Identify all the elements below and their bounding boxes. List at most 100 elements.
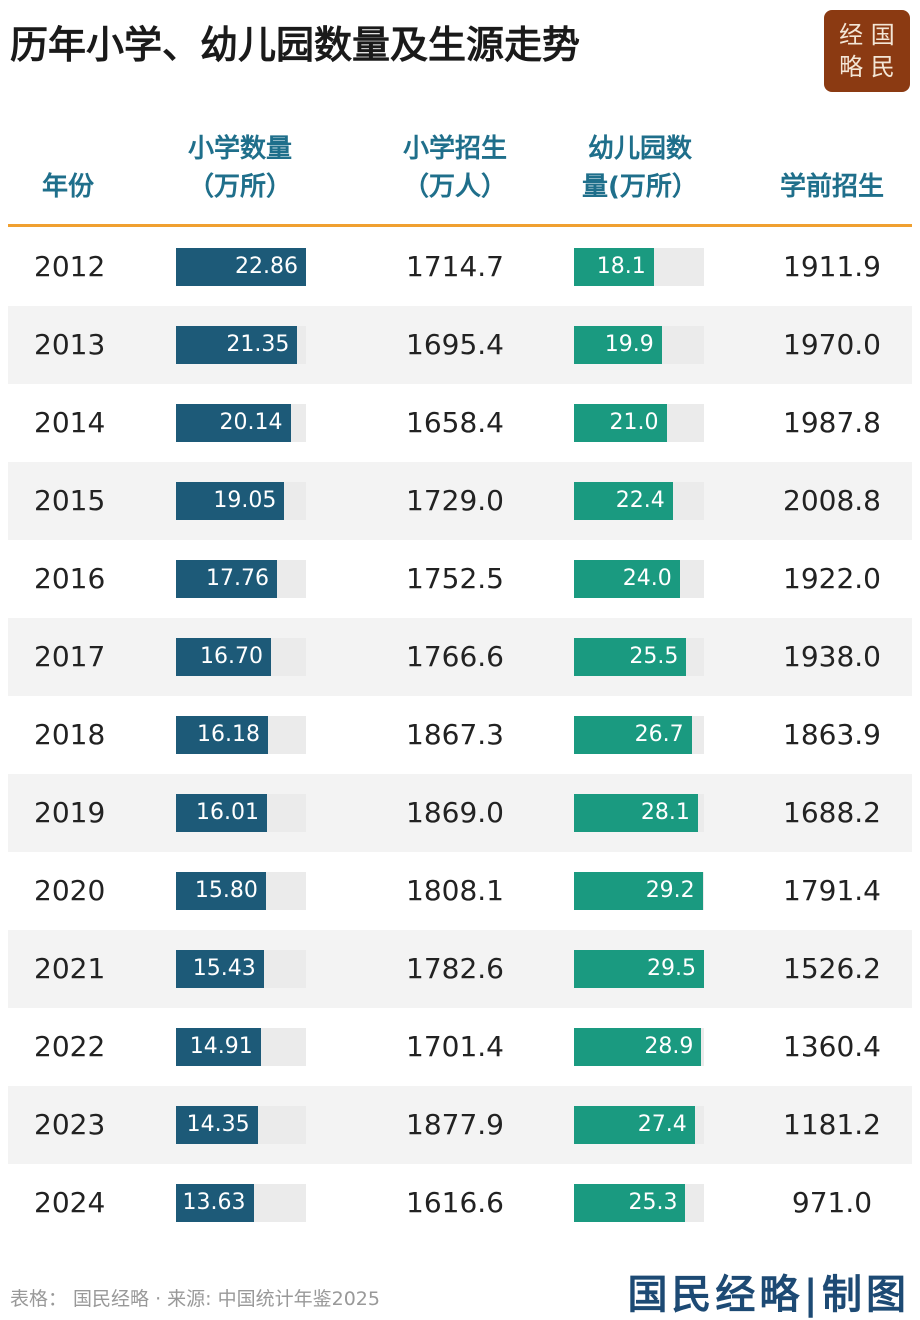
cell-value: 2008.8 xyxy=(783,484,881,517)
header-line: 学前招生 xyxy=(779,172,884,202)
table-row: 2013 21.35 1695.4 19.9 1970.0 xyxy=(8,306,912,384)
bar-label: 15.80 xyxy=(194,878,258,903)
year: 2013 xyxy=(34,328,106,361)
cell-value: 1766.6 xyxy=(406,640,504,673)
bar-label: 13.63 xyxy=(182,1190,246,1215)
year: 2018 xyxy=(34,718,106,751)
signature: 国民经略|制图 xyxy=(627,1271,910,1318)
cell-value: 1181.2 xyxy=(783,1108,881,1141)
cell-value: 1863.9 xyxy=(783,718,881,751)
bar: 26.7 xyxy=(574,716,692,754)
bar-label: 21.35 xyxy=(226,332,290,357)
cell-value: 1701.4 xyxy=(406,1030,504,1063)
table-row: 2022 14.91 1701.4 28.9 1360.4 xyxy=(8,1008,912,1086)
year: 2012 xyxy=(34,250,106,283)
table-row: 2024 13.63 1616.6 25.3 971.0 xyxy=(8,1164,912,1242)
bar-label: 19.9 xyxy=(604,332,654,357)
year: 2019 xyxy=(34,796,106,829)
cell-value: 1616.6 xyxy=(406,1186,504,1219)
bar-label: 29.2 xyxy=(645,878,695,903)
logo: 经 国 略 民 xyxy=(824,10,910,92)
cell-value: 1526.2 xyxy=(783,952,881,985)
table-row: 2014 20.14 1658.4 21.0 1987.8 xyxy=(8,384,912,462)
bar: 27.4 xyxy=(574,1106,695,1144)
bar-label: 21.0 xyxy=(609,410,659,435)
bar: 16.70 xyxy=(176,638,271,676)
bar: 28.1 xyxy=(574,794,698,832)
logo-line: 略 民 xyxy=(839,53,895,81)
bar: 15.43 xyxy=(176,950,264,988)
bar: 21.35 xyxy=(176,326,298,364)
bar-label: 19.05 xyxy=(213,488,277,513)
bar: 29.5 xyxy=(574,950,704,988)
table-row: 2023 14.35 1877.9 27.4 1181.2 xyxy=(8,1086,912,1164)
column-header: 小学招生 （万人） xyxy=(355,130,555,206)
bar-label: 27.4 xyxy=(637,1112,687,1137)
bar-label: 22.4 xyxy=(615,488,665,513)
bar: 21.0 xyxy=(574,404,667,442)
table-row: 2018 16.18 1867.3 26.7 1863.9 xyxy=(8,696,912,774)
cell-value: 1911.9 xyxy=(783,250,881,283)
bar: 24.0 xyxy=(574,560,680,598)
title: 历年小学、幼儿园数量及生源走势 xyxy=(10,23,581,67)
year: 2015 xyxy=(34,484,106,517)
table-row: 2015 19.05 1729.0 22.4 2008.8 xyxy=(8,462,912,540)
year: 2020 xyxy=(34,874,106,907)
bar: 16.01 xyxy=(176,794,268,832)
bar-label: 16.01 xyxy=(196,800,260,825)
header-line: 小学数量 xyxy=(187,134,292,164)
bar: 19.9 xyxy=(574,326,662,364)
table-row: 2019 16.01 1869.0 28.1 1688.2 xyxy=(8,774,912,852)
header-line: 小学招生 xyxy=(402,134,507,164)
cell-value: 1688.2 xyxy=(783,796,881,829)
bar: 25.5 xyxy=(574,638,687,676)
bar-label: 24.0 xyxy=(622,566,672,591)
header-line: 量(万所） xyxy=(582,172,698,202)
bar-label: 29.5 xyxy=(647,956,696,981)
bar-label: 14.35 xyxy=(186,1112,250,1137)
column-header: 幼儿园数量(万所） xyxy=(540,130,740,206)
bar: 25.3 xyxy=(574,1184,686,1222)
year: 2014 xyxy=(34,406,106,439)
year: 2021 xyxy=(34,952,106,985)
cell-value: 1658.4 xyxy=(406,406,504,439)
cell-value: 1867.3 xyxy=(406,718,504,751)
cell-value: 1782.6 xyxy=(406,952,504,985)
cell-value: 1752.5 xyxy=(406,562,504,595)
bar: 15.80 xyxy=(176,872,266,910)
cell-value: 1360.4 xyxy=(783,1030,881,1063)
cell-value: 1938.0 xyxy=(783,640,881,673)
bar: 14.35 xyxy=(176,1106,258,1144)
cell-value: 1729.0 xyxy=(406,484,504,517)
bar-label: 18.1 xyxy=(596,254,646,279)
cell-value: 1714.7 xyxy=(406,250,504,283)
header-line: （万人） xyxy=(402,172,507,202)
header-line: 幼儿园数 xyxy=(587,134,692,164)
bar: 22.86 xyxy=(176,248,306,286)
cell-value: 1922.0 xyxy=(783,562,881,595)
bar: 14.91 xyxy=(176,1028,261,1066)
cell-value: 1695.4 xyxy=(406,328,504,361)
column-header: 小学数量 （万所） xyxy=(140,130,340,206)
table-row: 2020 15.80 1808.1 29.2 1791.4 xyxy=(8,852,912,930)
bar: 17.76 xyxy=(176,560,277,598)
bar-label: 16.70 xyxy=(199,644,263,669)
bar: 19.05 xyxy=(176,482,285,520)
bar: 29.2 xyxy=(574,872,703,910)
bar-label: 28.1 xyxy=(640,800,690,825)
bar: 22.4 xyxy=(574,482,673,520)
cell-value: 1987.8 xyxy=(783,406,881,439)
bar-label: 15.43 xyxy=(192,956,256,981)
year: 2023 xyxy=(34,1108,106,1141)
header-line: （万所） xyxy=(187,172,292,202)
cell-value: 1869.0 xyxy=(406,796,504,829)
bar-label: 25.3 xyxy=(628,1190,678,1215)
bar-label: 17.76 xyxy=(206,566,269,591)
bar: 18.1 xyxy=(574,248,654,286)
table-row: 2021 15.43 1782.6 29.5 1526.2 xyxy=(8,930,912,1008)
bar: 20.14 xyxy=(176,404,291,442)
year: 2017 xyxy=(34,640,106,673)
cell-value: 1877.9 xyxy=(406,1108,504,1141)
bar-label: 28.9 xyxy=(644,1034,694,1059)
